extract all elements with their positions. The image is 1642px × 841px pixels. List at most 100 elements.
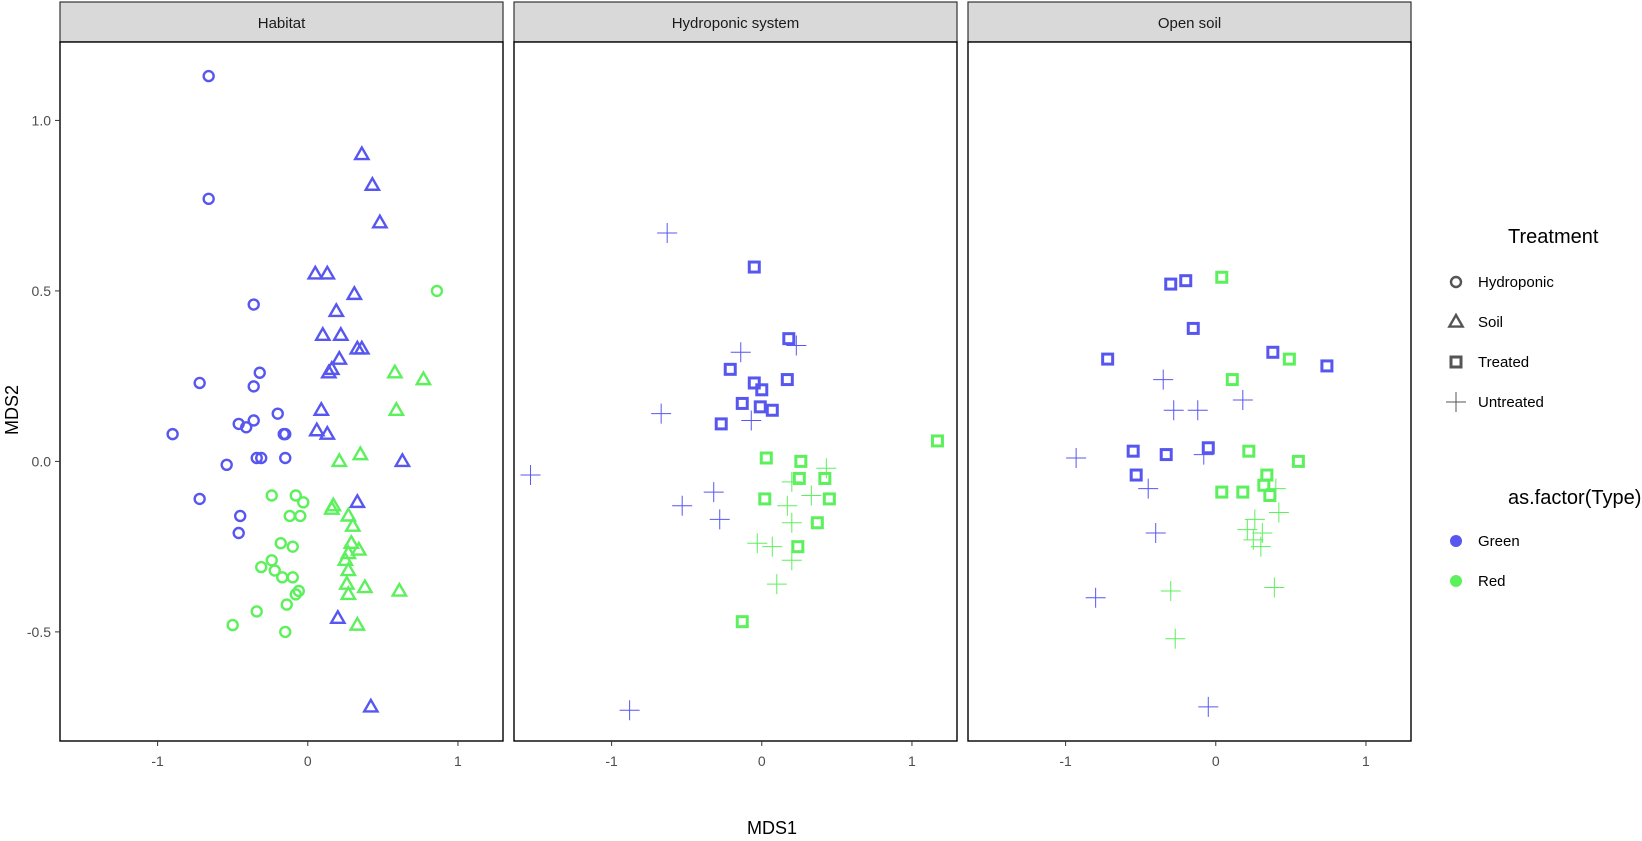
point-soil-green	[371, 213, 389, 229]
point-untreated-red	[1244, 509, 1265, 530]
point-soil-red	[350, 540, 368, 556]
legend-label-green: Green	[1478, 533, 1520, 550]
facet-strip	[59, 1, 504, 43]
point-hydroponic-red	[268, 564, 281, 577]
point-treated-red	[1291, 454, 1305, 468]
panel-hydroponic-system: Hydroponic system -1 0 1	[513, 1, 958, 769]
point-soil-green	[345, 284, 364, 301]
legend-label-red: Red	[1478, 573, 1506, 590]
point-treated-red	[759, 451, 773, 465]
point-treated-red	[791, 540, 805, 554]
point-soil-red	[344, 516, 362, 532]
legend-title-treatment: Treatment	[1508, 226, 1599, 248]
point-treated-red	[1215, 270, 1229, 284]
facet-panels: Habitat -1 0 1 -0.5 0.0 0.5 1.0 Hydroponic syste…	[27, 1, 1412, 769]
point-soil-green	[323, 359, 341, 376]
point-untreated-green	[1163, 400, 1184, 421]
point-hydroponic-green	[193, 492, 206, 506]
point-hydroponic-red	[286, 540, 299, 553]
point-untreated-red	[781, 550, 802, 571]
point-hydroponic-red	[294, 509, 307, 523]
point-treated-green	[1266, 345, 1280, 359]
point-treated-green	[735, 396, 749, 410]
point-soil-green	[308, 421, 326, 437]
point-untreated-green	[1138, 478, 1159, 499]
point-hydroponic-red	[274, 537, 287, 550]
point-soil-red	[387, 400, 406, 417]
x-axis-title: MDS1	[747, 818, 797, 838]
point-untreated-red	[1237, 519, 1258, 540]
point-treated-green	[1129, 468, 1143, 482]
point-soil-green	[314, 325, 332, 341]
point-untreated-green	[1232, 390, 1253, 411]
point-untreated-red	[747, 533, 768, 554]
x-tick-label: 1	[1362, 753, 1370, 769]
point-hydroponic-green	[279, 427, 292, 441]
legend-label-soil: Soil	[1478, 314, 1503, 331]
point-untreated-green	[1193, 444, 1214, 465]
point-untreated-red	[777, 495, 798, 516]
point-hydroponic-red	[255, 560, 268, 574]
point-treated-red	[758, 492, 772, 506]
legend-title-type: as.factor(Type)	[1508, 487, 1641, 509]
legend-key-red	[1450, 575, 1462, 587]
point-hydroponic-red	[280, 598, 293, 611]
point-treated-green	[1164, 277, 1178, 291]
point-treated-red	[1263, 488, 1277, 502]
point-soil-red	[390, 581, 409, 597]
point-soil-green	[312, 400, 331, 417]
point-treated-green	[747, 260, 761, 274]
point-soil-green	[330, 349, 349, 365]
point-soil-green	[332, 325, 350, 341]
point-treated-green	[780, 373, 794, 387]
point-hydroponic-green	[255, 451, 268, 465]
plot-area	[967, 41, 1412, 742]
x-tick-label: -1	[151, 753, 164, 769]
y-tick-label: 0.0	[32, 453, 52, 469]
x-tick-label: 0	[758, 753, 766, 769]
point-treated-red	[1236, 485, 1250, 499]
point-soil-green	[318, 424, 337, 440]
y-tick-label: 0.5	[32, 283, 52, 299]
point-treated-green	[755, 383, 769, 397]
legend-key-hydroponic	[1449, 275, 1463, 289]
point-treated-green	[1101, 352, 1115, 366]
facet-strip	[967, 1, 1412, 43]
point-untreated-green	[741, 410, 762, 431]
point-soil-green	[353, 145, 371, 161]
point-hydroponic-red	[430, 284, 444, 298]
point-untreated-green	[672, 495, 693, 516]
point-treated-red	[1242, 444, 1256, 458]
point-soil-green	[318, 264, 337, 280]
point-hydroponic-green	[247, 414, 260, 427]
point-treated-green	[1320, 359, 1334, 373]
point-hydroponic-green	[279, 451, 292, 465]
legend: Treatment Hydroponic Soil Treated Untreated…	[1446, 226, 1641, 590]
point-untreated-green	[1153, 369, 1174, 390]
plot-area	[59, 41, 504, 742]
point-untreated-red	[801, 485, 822, 506]
point-hydroponic-red	[292, 584, 305, 598]
point-soil-red	[414, 370, 433, 386]
legend-key-untreated	[1446, 392, 1466, 412]
x-tick-label: 0	[304, 753, 312, 769]
point-untreated-green	[1198, 696, 1219, 717]
point-treated-red	[810, 516, 824, 530]
point-hydroponic-red	[279, 625, 292, 639]
legend-label-untreated: Untreated	[1478, 394, 1544, 411]
point-hydroponic-green	[250, 451, 263, 465]
plot-area	[513, 41, 958, 742]
point-treated-green	[714, 417, 728, 431]
point-untreated-red	[766, 574, 787, 595]
point-untreated-green	[730, 342, 751, 363]
point-soil-red	[336, 550, 355, 567]
point-soil-red	[323, 499, 341, 515]
point-hydroponic-red	[250, 605, 263, 618]
point-untreated-green	[786, 335, 807, 356]
point-hydroponic-green	[202, 192, 215, 206]
point-treated-red	[1282, 352, 1296, 366]
x-tick-label: 1	[454, 753, 462, 769]
point-treated-red	[818, 471, 832, 485]
point-soil-green	[353, 339, 371, 355]
